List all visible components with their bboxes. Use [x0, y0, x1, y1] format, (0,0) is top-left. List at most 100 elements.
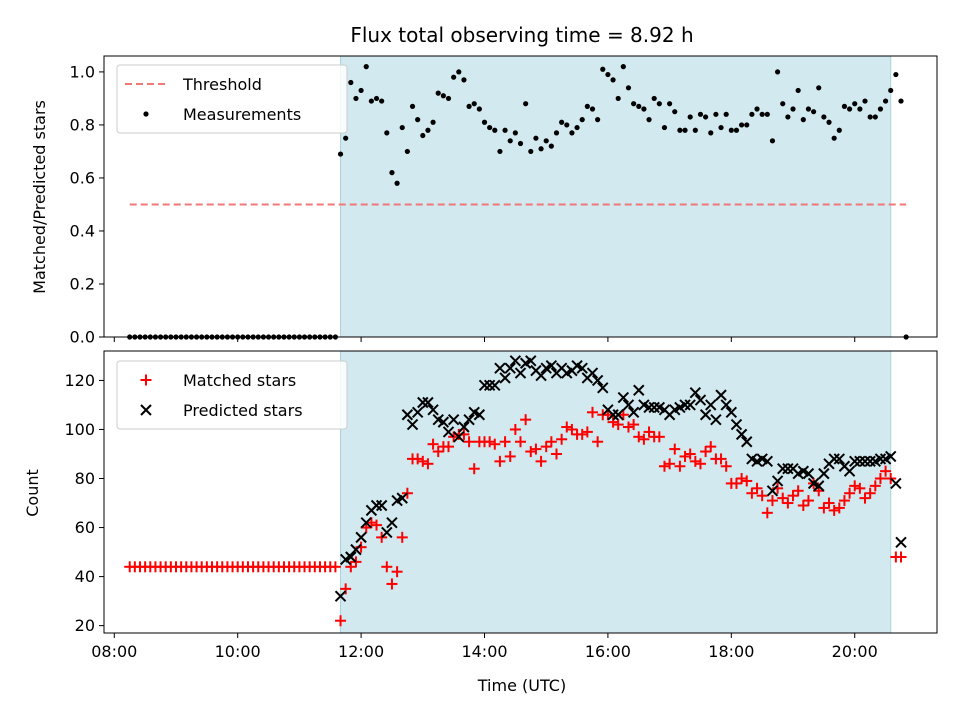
predicted-star-marker — [437, 416, 450, 428]
measurement-point — [759, 111, 765, 117]
measurement-point — [805, 106, 812, 112]
measurement-point — [898, 98, 904, 104]
predicted-star-marker — [818, 467, 830, 480]
top-legend: Threshold Measurements — [116, 64, 348, 134]
matched-star-marker — [792, 485, 804, 497]
predicted-star-marker-b — [710, 413, 722, 426]
matched-star-marker — [638, 433, 650, 445]
predicted-star-marker — [458, 421, 470, 433]
matched-star-marker — [499, 436, 511, 448]
measurement-point — [682, 127, 688, 133]
matched-star-marker — [859, 492, 871, 504]
matched-star-marker — [818, 502, 830, 514]
predicted-star-marker — [648, 401, 660, 414]
predicted-star-marker — [699, 409, 712, 421]
predicted-star-marker-b — [787, 462, 799, 475]
y-tick-label: 20 — [75, 616, 95, 635]
measurement-point — [877, 106, 884, 112]
predicted-star-marker-b — [771, 475, 784, 487]
predicted-star-marker-b — [818, 467, 830, 480]
matched-star-marker — [376, 531, 388, 543]
legend-predicted-marker — [140, 404, 152, 416]
measurement-point — [739, 122, 745, 128]
predicted-star-marker — [643, 401, 655, 414]
matched-star-marker — [802, 495, 814, 507]
predicted-star-marker-b — [705, 399, 717, 411]
matched-star-marker — [730, 477, 742, 489]
matched-star-marker — [777, 492, 789, 504]
matched-star-marker — [509, 423, 521, 435]
measurement-point — [677, 127, 683, 133]
measurement-point — [872, 114, 878, 120]
matched-star-marker — [782, 497, 794, 509]
predicted-star-marker — [720, 399, 732, 411]
predicted-star-marker-b — [499, 372, 511, 384]
y-tick-label: 120 — [64, 371, 95, 390]
predicted-star-marker-b — [720, 399, 732, 411]
matched-star-marker — [844, 487, 856, 499]
predicted-star-marker-b — [807, 477, 820, 490]
predicted-star-marker-b — [489, 379, 501, 392]
predicted-star-marker — [442, 426, 455, 438]
predicted-star-marker — [483, 379, 496, 392]
measurement-point — [487, 124, 493, 131]
legend-measurements-label: Measurements — [183, 105, 301, 124]
matched-star-marker — [612, 419, 624, 431]
predicted-star-marker-b — [715, 389, 727, 401]
matched-star-marker — [864, 487, 876, 499]
predicted-star-marker — [509, 355, 522, 367]
measurement-point — [697, 111, 704, 117]
matched-star-marker — [628, 419, 640, 431]
measurement-point — [466, 103, 472, 109]
measurement-point — [841, 103, 848, 109]
predicted-star-marker — [730, 418, 743, 431]
legend-predicted-marker-b — [140, 404, 152, 416]
matched-star-marker — [371, 519, 383, 531]
measurement-point — [543, 138, 549, 144]
matched-star-marker — [741, 475, 753, 487]
x-tick-label: 18:00 — [708, 642, 754, 661]
matched-star-marker — [417, 455, 429, 467]
predicted-star-marker-b — [375, 499, 388, 512]
predicted-star-marker-b — [504, 362, 516, 374]
predicted-star-marker — [489, 379, 501, 392]
matched-star-marker — [756, 490, 768, 502]
measurement-point — [862, 98, 868, 104]
measurement-point — [600, 66, 606, 72]
measurement-point — [780, 101, 786, 107]
measurement-point — [651, 95, 657, 102]
measurement-point — [430, 119, 436, 125]
y-tick-label: 0.2 — [70, 274, 95, 293]
matched-star-marker — [643, 426, 655, 438]
predicted-star-marker-b — [741, 436, 753, 448]
measurement-point — [718, 124, 724, 131]
predicted-star-marker-b — [684, 399, 696, 411]
matched-star-marker — [715, 453, 727, 465]
matched-star-marker — [823, 497, 835, 509]
matched-star-marker — [689, 455, 701, 467]
measurement-point — [661, 124, 668, 131]
measurement-point — [723, 111, 729, 117]
matched-star-marker — [581, 426, 593, 438]
predicted-star-marker — [854, 455, 866, 468]
predicted-star-marker-b — [442, 426, 455, 438]
predicted-star-marker-b — [617, 391, 630, 404]
legend-threshold-label: Threshold — [182, 75, 262, 94]
predicted-star-marker-b — [360, 516, 372, 529]
predicted-star-marker-b — [591, 374, 604, 387]
predicted-star-marker — [833, 453, 846, 465]
matched-star-marker — [566, 423, 578, 435]
measurement-point — [852, 101, 858, 107]
y-tick-label: 40 — [75, 567, 95, 586]
matched-star-marker — [833, 502, 845, 514]
legend-measurements-swatch — [143, 111, 149, 117]
matched-star-marker — [401, 487, 413, 499]
matched-star-marker — [422, 458, 434, 470]
measurement-point — [476, 106, 482, 112]
predicted-star-marker-b — [355, 531, 367, 544]
predicted-star-marker-b — [411, 406, 424, 419]
measurement-point — [893, 71, 899, 78]
measurement-point — [404, 148, 410, 155]
measurement-point — [826, 119, 832, 125]
y-tick-label: 80 — [75, 469, 95, 488]
